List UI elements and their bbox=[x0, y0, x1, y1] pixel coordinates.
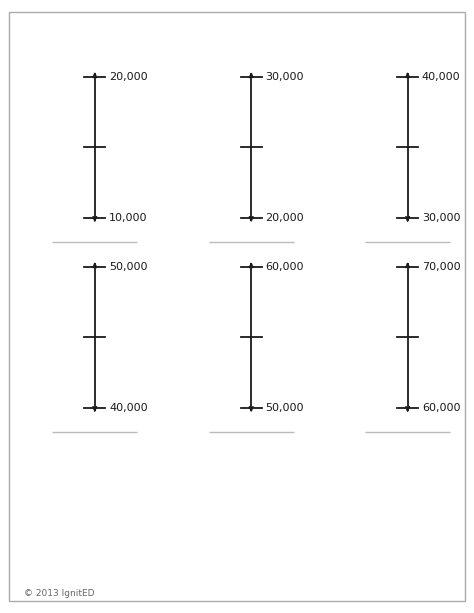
Text: 60,000: 60,000 bbox=[422, 403, 460, 413]
Text: © 2013 IgnitED: © 2013 IgnitED bbox=[24, 588, 94, 598]
Text: 60,000: 60,000 bbox=[265, 262, 304, 272]
Text: 20,000: 20,000 bbox=[109, 72, 147, 82]
Text: 30,000: 30,000 bbox=[265, 72, 304, 82]
Text: 40,000: 40,000 bbox=[109, 403, 147, 413]
Text: 50,000: 50,000 bbox=[109, 262, 147, 272]
Text: 10,000: 10,000 bbox=[109, 213, 147, 223]
Text: 50,000: 50,000 bbox=[265, 403, 304, 413]
Text: 70,000: 70,000 bbox=[422, 262, 460, 272]
Text: 40,000: 40,000 bbox=[422, 72, 460, 82]
Text: 20,000: 20,000 bbox=[265, 213, 304, 223]
Text: 30,000: 30,000 bbox=[422, 213, 460, 223]
